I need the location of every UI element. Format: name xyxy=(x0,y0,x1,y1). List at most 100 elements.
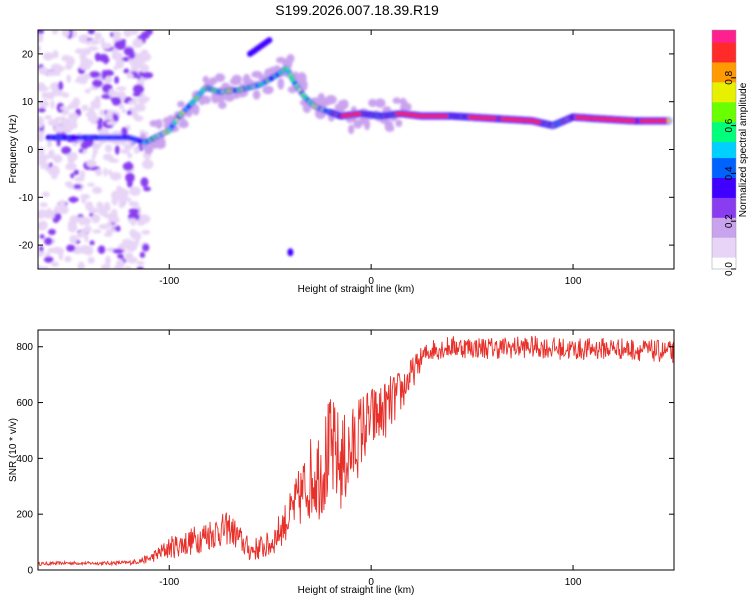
heatmap-ytick-label: -20 xyxy=(19,241,34,252)
noise-blob xyxy=(64,255,72,263)
colorbar-cell xyxy=(712,57,736,63)
noise-blob xyxy=(47,210,54,218)
colorbar-tick-label: 0.8 xyxy=(724,70,735,84)
snr-frame xyxy=(37,329,675,571)
noise-blob xyxy=(52,50,59,59)
ridge-peak xyxy=(663,119,669,123)
colorbar-cell xyxy=(712,133,736,139)
ridge-halo xyxy=(224,93,235,102)
noise-blob xyxy=(140,49,149,57)
noise-blob xyxy=(69,102,75,110)
noise-blob xyxy=(114,40,126,50)
ridge-halo xyxy=(177,100,185,108)
snr-ytick-label: 0 xyxy=(27,566,33,577)
noise-blob xyxy=(95,168,103,177)
noise-blob xyxy=(70,173,75,179)
heatmap-xtick-label: 100 xyxy=(565,276,582,287)
ridge-halo xyxy=(348,124,355,135)
noise-blob xyxy=(39,86,49,92)
colorbar-cell xyxy=(712,253,736,258)
colorbar-cell xyxy=(712,77,736,83)
colorbar-cell xyxy=(712,97,736,103)
colorbar-cell xyxy=(712,265,736,270)
snr-ytick-label: 800 xyxy=(16,342,33,353)
ridge-halo xyxy=(387,124,395,132)
noise-blob xyxy=(69,234,78,244)
noise-blob xyxy=(106,120,117,126)
noise-blob xyxy=(38,154,50,161)
noise-blob xyxy=(92,229,102,234)
noise-blob xyxy=(97,245,106,254)
ridge-halo xyxy=(340,99,349,110)
noise-blob xyxy=(108,88,116,98)
colorbar: 0.0 0.2 0.4 0.6 0.8 Normalized spectral ampl… xyxy=(711,29,749,276)
noise-blob xyxy=(67,223,78,233)
colorbar-cell xyxy=(712,173,736,178)
noise-blob xyxy=(42,52,54,61)
snr-ytick-label: 600 xyxy=(16,398,33,409)
colorbar-cell xyxy=(712,30,736,35)
colorbar-cell xyxy=(712,145,736,151)
ridge-halo xyxy=(218,101,227,109)
noise-blob xyxy=(38,251,45,257)
noise-blob xyxy=(81,104,89,112)
noise-blob xyxy=(103,167,108,177)
noise-blob xyxy=(69,215,79,224)
noise-blob xyxy=(44,115,52,120)
noise-blob xyxy=(93,142,99,149)
noise-blob xyxy=(83,73,91,80)
noise-blob xyxy=(87,30,96,35)
noise-blob xyxy=(58,116,67,121)
noise-blob xyxy=(119,242,129,249)
noise-blob xyxy=(88,39,100,45)
noise-blob xyxy=(87,182,95,187)
ridge-peak xyxy=(492,116,497,121)
noise-blob xyxy=(104,144,113,153)
colorbar-cell xyxy=(712,117,736,123)
snr-xlabel: Height of straight line (km) xyxy=(298,585,415,596)
noise-blob xyxy=(129,186,141,196)
ridge-halo xyxy=(368,98,378,108)
colorbar-cell xyxy=(712,53,736,59)
colorbar-cell xyxy=(712,73,736,79)
noise-blob xyxy=(123,30,133,38)
noise-blob xyxy=(110,190,120,200)
noise-blob xyxy=(43,256,54,263)
noise-blob xyxy=(47,166,60,177)
noise-blob xyxy=(122,162,134,171)
noise-blob xyxy=(38,134,41,143)
noise-blob xyxy=(38,99,50,108)
heatmap-ytick-label: 20 xyxy=(22,49,34,60)
noise-blob xyxy=(39,234,45,239)
noise-blob xyxy=(72,184,82,190)
noise-blob xyxy=(72,117,77,124)
colorbar-cell xyxy=(712,233,736,238)
noise-blob xyxy=(60,106,66,111)
noise-blob xyxy=(50,99,55,110)
colorbar-tick-label: 0.0 xyxy=(724,262,735,276)
noise-blob xyxy=(38,159,47,166)
ridge-halo xyxy=(405,103,412,111)
noise-blob xyxy=(48,228,56,236)
noise-blob xyxy=(128,100,134,106)
noise-blob xyxy=(38,209,48,219)
noise-blob xyxy=(110,158,119,163)
heatmap-ylabel: Frequency (Hz) xyxy=(8,115,19,184)
ridge-halo xyxy=(209,77,218,85)
noise-blob xyxy=(66,244,76,252)
ridge-halo xyxy=(325,94,337,105)
heatmap-ytick-label: -10 xyxy=(19,193,34,204)
noise-blob xyxy=(111,48,119,59)
noise-blob xyxy=(92,79,103,88)
colorbar-cell xyxy=(712,221,736,226)
noise-blob xyxy=(49,70,61,76)
noise-blob xyxy=(91,114,98,124)
ridge-halo xyxy=(375,98,386,108)
snr-ylabel: SNR (10 * v/v) xyxy=(8,418,19,482)
noise-blob xyxy=(99,109,105,116)
noise-blob xyxy=(103,55,109,65)
noise-blob xyxy=(100,42,112,50)
colorbar-tick-label: 0.4 xyxy=(724,166,735,180)
